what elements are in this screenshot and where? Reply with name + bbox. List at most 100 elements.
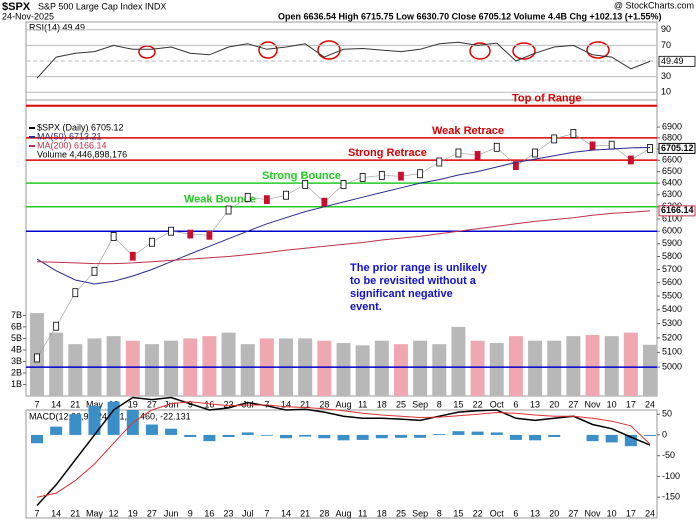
note: The prior range is unlikely xyxy=(350,262,488,274)
volume-tick-label: 7B xyxy=(11,310,22,320)
x-tick-label: 25 xyxy=(396,508,406,518)
x-tick-label: Oct xyxy=(490,508,505,518)
y-tick-label: 0 xyxy=(662,429,667,439)
candle xyxy=(206,230,213,240)
x-tick-label: 14 xyxy=(51,508,61,518)
x-tick-label: 17 xyxy=(626,399,636,409)
highlight xyxy=(138,45,156,59)
x-tick-label: 16 xyxy=(204,508,214,518)
rsi-label: RSI(14) 49.49 xyxy=(29,22,85,32)
histogram-bar xyxy=(490,432,503,435)
y-tick-label: 6800 xyxy=(662,132,682,142)
x-tick-label: 13 xyxy=(530,508,540,518)
x-tick-label: Jun xyxy=(164,508,179,518)
candle xyxy=(417,169,424,179)
x-tick-label: 11 xyxy=(358,399,367,409)
rsi-line xyxy=(36,41,651,79)
x-tick-label: 7 xyxy=(34,399,39,409)
volume-bar xyxy=(547,340,562,396)
x-tick-label: 21 xyxy=(300,508,310,518)
candle xyxy=(168,226,174,236)
candle xyxy=(283,190,289,200)
x-tick-label: 20 xyxy=(549,399,559,409)
volume-bar xyxy=(374,340,389,396)
candle xyxy=(187,229,194,239)
x-tick-label: 16 xyxy=(204,399,214,409)
y-tick-label: -50 xyxy=(662,450,675,460)
volume-bar xyxy=(106,336,121,396)
candle xyxy=(513,161,519,171)
quote: Open 6636.54 High 6715.75 Low 6630.70 Cl… xyxy=(278,11,662,21)
x-tick-label: 6 xyxy=(513,399,518,409)
volume-bar xyxy=(508,336,523,396)
symbol-name: S&P 500 Large Cap Index INDX xyxy=(38,1,166,11)
candle xyxy=(627,155,634,165)
x-tick-label: 18 xyxy=(377,399,387,409)
x-tick-label: 27 xyxy=(568,508,578,518)
x-tick-label: 24 xyxy=(645,399,655,409)
y-tick-label: 5900 xyxy=(662,238,682,248)
candle xyxy=(244,192,251,202)
x-tick-label: 6 xyxy=(513,508,518,518)
x-tick-label: 25 xyxy=(396,399,406,409)
y-tick-label: 5400 xyxy=(662,304,682,314)
x-tick-label: 7 xyxy=(34,508,39,518)
x-tick-label: Aug xyxy=(335,508,351,518)
y-tick-label: 6400 xyxy=(662,177,682,187)
x-tick-label: Jul xyxy=(242,508,254,518)
histogram-bar xyxy=(222,434,235,437)
candle xyxy=(34,353,40,363)
volume-bar xyxy=(489,343,504,396)
x-tick-label: 19 xyxy=(128,508,138,518)
x-tick-label: 20 xyxy=(549,508,559,518)
volume-bar xyxy=(604,336,619,396)
candle xyxy=(359,173,366,182)
x-tick-label: 8 xyxy=(437,399,442,409)
y-tick-label: 5700 xyxy=(662,264,682,274)
x-tick-label: 22 xyxy=(473,399,483,409)
x-tick-label: 17 xyxy=(626,508,636,518)
volume-bar xyxy=(413,340,428,396)
y-tick-label: 5200 xyxy=(662,332,682,342)
level-label: Strong Bounce xyxy=(262,170,341,182)
histogram-bar xyxy=(529,434,542,441)
volume-tick-label: 2B xyxy=(11,367,22,377)
y-tick-label: -150 xyxy=(662,492,680,502)
level-label: Top of Range xyxy=(512,93,581,105)
candle xyxy=(647,144,653,153)
y-tick-label: 6600 xyxy=(662,155,682,165)
value-badge xyxy=(658,55,696,67)
candle xyxy=(570,129,577,138)
x-tick-label: 24 xyxy=(645,508,655,518)
x-tick-label: May xyxy=(86,399,104,409)
candle xyxy=(532,148,538,158)
x-tick-label: 27 xyxy=(568,399,578,409)
histogram-bar xyxy=(241,432,254,435)
candle xyxy=(91,266,98,276)
candle xyxy=(436,157,443,167)
legend-entry: MA(200) 6166.14 xyxy=(37,140,107,150)
volume-bar xyxy=(451,326,466,396)
volume-bar xyxy=(528,340,543,396)
candle xyxy=(493,142,500,152)
y-tick-label: 6500 xyxy=(662,166,682,176)
histogram-bar xyxy=(375,434,388,439)
histogram-bar xyxy=(203,434,216,442)
ma-line xyxy=(36,147,651,285)
x-tick-label: 21 xyxy=(70,399,80,409)
x-tick-label: 27 xyxy=(147,399,157,409)
x-tick-label: 10 xyxy=(607,508,617,518)
volume-bar xyxy=(623,332,638,396)
value-badge xyxy=(658,142,696,154)
level-label: Strong Retrace xyxy=(348,147,427,159)
x-tick-label: 22 xyxy=(473,508,483,518)
histogram-bar xyxy=(644,434,656,436)
volume-tick-label: 1B xyxy=(11,379,22,389)
histogram-bar xyxy=(31,434,43,444)
x-tick-label: 15 xyxy=(453,508,463,518)
candle xyxy=(53,321,60,331)
candle xyxy=(474,150,481,160)
highlight xyxy=(512,42,536,60)
candle xyxy=(398,171,404,181)
